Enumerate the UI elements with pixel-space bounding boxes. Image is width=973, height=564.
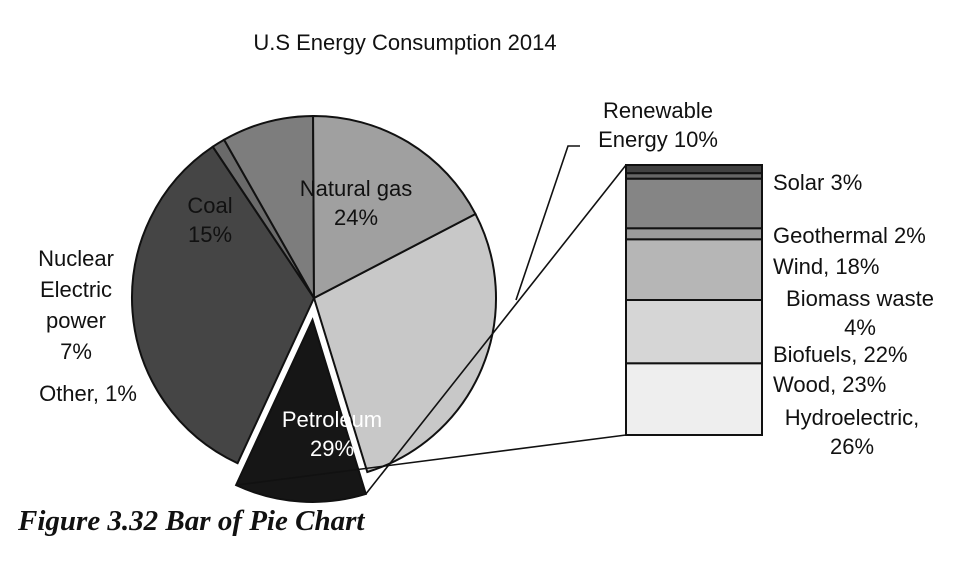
- pie-label-other: Other, 1%: [39, 381, 137, 406]
- bar-label-wood-23: Wood, 23%: [773, 372, 886, 397]
- bar-label-wind-18: Wind, 18%: [773, 254, 879, 279]
- pie-slice-nuclear-electric-power-7: [222, 114, 316, 302]
- pie-label-coal: Coal 15%: [187, 193, 232, 247]
- bar-segment-biofuels-22: [625, 238, 763, 301]
- bar-label-biofuels-22: Biofuels, 22%: [773, 342, 908, 367]
- pie: [131, 114, 497, 503]
- pie-slice-coal-15: [312, 115, 477, 300]
- connector-line-top: [365, 164, 627, 495]
- pie-slice-petroleum-29: [131, 145, 316, 465]
- pie-slice-natural-gas-24: [312, 212, 497, 474]
- renewable-label-leader: [515, 145, 580, 301]
- chart-title: U.S Energy Consumption 2014: [253, 30, 556, 55]
- pie-slice-renewable-energy-10: [234, 317, 368, 503]
- figure-caption: Figure 3.32 Bar of Pie Chart: [17, 505, 365, 537]
- bar-segment-wood-23: [625, 299, 763, 365]
- bar-label-biomass-waste-4: Biomass waste 4%: [786, 286, 934, 340]
- stacked-bar: [625, 164, 763, 436]
- pie-label-renewable-energy: Renewable Energy 10%: [598, 98, 718, 152]
- connector-line-bottom: [235, 434, 627, 486]
- data-labels: Natural gas 24% Renewable Energy 10% Petrole…: [38, 98, 934, 461]
- pie-label-nuclear-electric-power: Nuclear Electric power 7%: [38, 246, 114, 364]
- bar-segment-hydroelectric-26: [625, 362, 763, 436]
- connector-lines: [235, 145, 627, 495]
- bar-label-solar-3: Solar 3%: [773, 170, 862, 195]
- bar-label-hydroelectric-26: Hydroelectric, 26%: [785, 405, 919, 459]
- bar-segment-solar-3: [625, 164, 763, 175]
- pie-label-natural-gas: Natural gas 24%: [300, 176, 413, 230]
- bar-segment-wind-18: [625, 177, 763, 230]
- pie-label-petroleum: Petroleum 29%: [282, 407, 382, 461]
- bar-segment-biomass-waste-4: [625, 227, 763, 241]
- bar-label-geothermal-2: Geothermal 2%: [773, 223, 926, 248]
